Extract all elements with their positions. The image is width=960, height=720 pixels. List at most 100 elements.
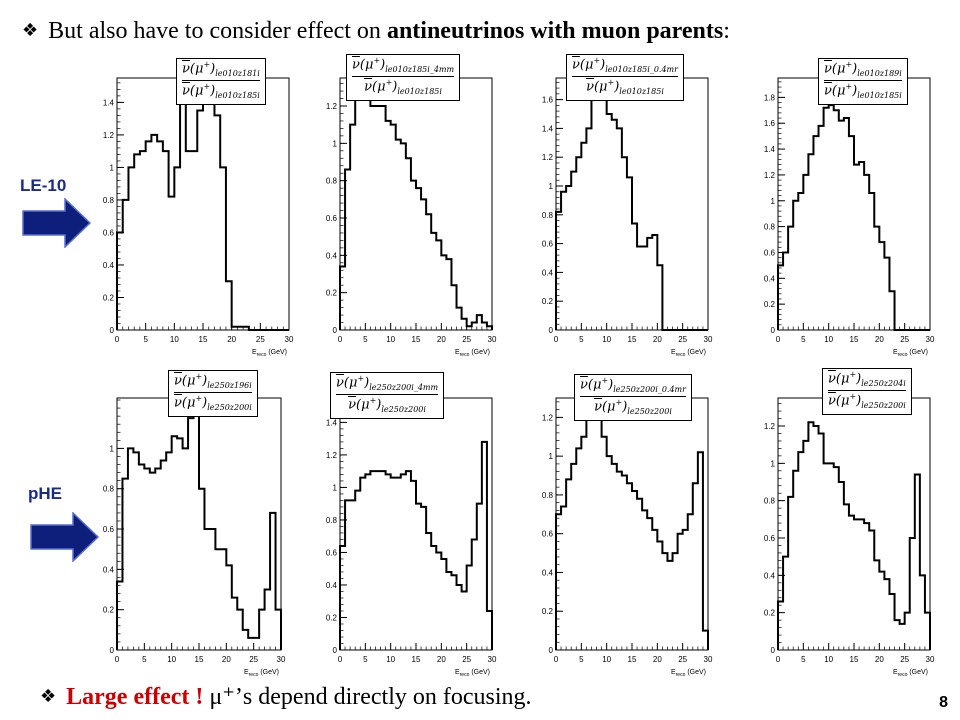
x-tick-label: 10 [386,335,395,344]
y-tick-label: 0.8 [764,497,776,506]
x-tick-label: 25 [900,335,909,344]
y-tick-label: 0 [771,646,776,655]
row-label-le10: LE-10 [20,176,67,195]
x-tick-label: 20 [222,655,231,664]
x-tick-label: 0 [338,655,343,664]
x-axis-title: Ereco (GeV) [671,349,706,358]
y-tick-label: 1 [549,452,554,461]
y-tick-label: 0.4 [103,261,115,270]
slide-headline: ❖ But also have to consider effect on ant… [22,18,730,45]
ratio-formula: ν(μ+)le250z200i_4mm ν(μ+)le250z200i [330,372,445,419]
y-tick-label: 0.4 [103,565,115,574]
x-tick-label: 0 [554,335,559,344]
arrow-right-icon [30,512,100,562]
y-tick-label: 0.2 [542,297,554,306]
y-tick-label: 0.2 [542,607,554,616]
y-tick-label: 0.2 [103,606,115,615]
histogram-le250z204i: 0 0.2 0.4 0.6 0.8 1 1.2 0 5 10 15 20 25 30 Ereco (GeV) [764,397,935,678]
y-tick-label: 1.2 [326,451,338,460]
x-tick-label: 0 [338,335,343,344]
x-tick-label: 10 [602,655,611,664]
y-tick-label: 1.2 [542,153,554,162]
y-tick-label: 0.2 [326,613,338,622]
y-tick-label: 0.8 [326,177,338,186]
x-tick-label: 20 [437,655,446,664]
headline-text: But also have to consider effect on [48,18,387,44]
plot-frame [339,77,493,331]
y-tick-label: 0 [333,646,338,655]
x-tick-label: 15 [195,655,204,664]
x-axis-title: Ereco (GeV) [455,349,490,358]
x-tick-label: 20 [875,655,884,664]
histogram-le010z181i: 0 0.2 0.4 0.6 0.8 1 1.2 1.4 0 5 10 15 20 25 30 Ereco (G… [103,77,294,358]
x-tick-label: 10 [170,335,179,344]
y-tick-label: 0.6 [764,248,776,257]
ratio-formula: ν(μ+)le250z204i ν(μ+)le250z200i [822,368,912,415]
y-tick-label: 0.6 [542,530,554,539]
x-tick-label: 25 [900,655,909,664]
x-tick-label: 5 [801,335,806,344]
x-tick-label: 15 [412,335,421,344]
x-tick-label: 15 [628,335,637,344]
histogram-line [555,84,708,331]
histogram-line [339,440,493,650]
x-axis-title: Ereco (GeV) [893,669,928,678]
histogram-line [555,406,709,650]
y-tick-label: 1.2 [764,422,776,431]
y-tick-label: 0.8 [542,491,554,500]
histogram-line [777,421,931,650]
y-tick-label: 1 [333,483,338,492]
y-tick-label: 0.2 [764,609,776,618]
plot-frame [555,397,709,651]
x-tick-label: 0 [115,335,120,344]
x-tick-label: 20 [227,335,236,344]
ratio-formula: ν(μ+)le010z181i ν(μ+)le010z185i [176,58,266,105]
ratio-formula: ν(μ+)le010z189i ν(μ+)le010z185i [818,58,908,105]
y-tick-label: 1.4 [764,145,776,154]
diamond-bullet-icon: ❖ [40,686,57,707]
y-tick-label: 1.6 [542,96,554,105]
y-tick-label: 0.8 [542,211,554,220]
x-tick-label: 15 [199,335,208,344]
slide-footnote: ❖ Large effect ! μ⁺’s depend directly on … [40,682,532,711]
x-tick-label: 0 [554,655,559,664]
x-tick-label: 20 [875,335,884,344]
x-tick-label: 25 [462,655,471,664]
diamond-bullet-icon: ❖ [22,20,39,41]
histogram-line [777,104,930,331]
y-tick-label: 1 [110,163,115,172]
y-tick-label: 0 [549,646,554,655]
y-tick-label: 0.4 [764,274,776,283]
y-tick-label: 0.6 [103,228,115,237]
x-tick-label: 30 [488,655,497,664]
y-tick-label: 0 [549,326,554,335]
ratio-formula: ν(μ+)le010z185i_0.4mr ν(μ+)le010z185i [566,54,684,101]
histogram-le250z200i-4mm: 0 0.2 0.4 0.6 0.8 1 1.2 1.4 0 5 10 15 20 25 30 Ereco (G… [326,397,497,678]
y-tick-label: 0 [110,326,115,335]
ratio-formula: ν(μ+)le250z200i_0.4mr ν(μ+)le250z200i [574,374,692,421]
x-tick-label: 25 [256,335,265,344]
x-axis-title: Ereco (GeV) [252,349,287,358]
y-tick-label: 1.2 [764,171,776,180]
x-tick-label: 25 [678,655,687,664]
y-tick-label: 1.4 [326,418,338,427]
y-tick-label: 0 [333,326,338,335]
y-tick-label: 1 [771,459,776,468]
page-number: 8 [939,694,948,711]
headline-colon: : [723,18,730,44]
y-tick-label: 1 [549,182,554,191]
x-tick-label: 10 [167,655,176,664]
y-tick-label: 1.8 [764,93,776,102]
x-tick-label: 5 [143,335,148,344]
x-axis-title: Ereco (GeV) [244,669,279,678]
x-tick-label: 30 [488,335,497,344]
x-tick-label: 5 [142,655,147,664]
x-tick-label: 30 [277,655,286,664]
histogram-line [339,86,493,330]
x-axis-title: Ereco (GeV) [893,349,928,358]
y-tick-label: 1.2 [103,131,115,140]
x-tick-label: 15 [412,655,421,664]
row-label-phe: pHE [28,484,62,503]
y-tick-label: 0.8 [103,485,115,494]
